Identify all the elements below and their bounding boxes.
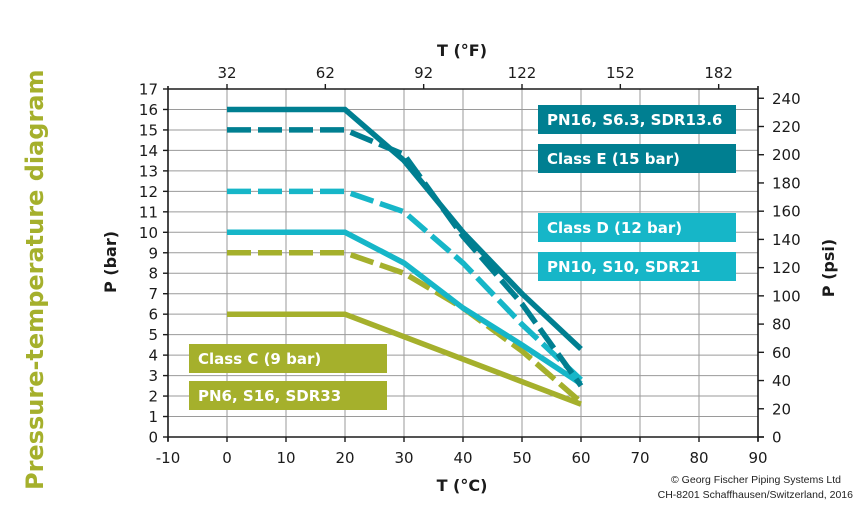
- y2-tick-label: 180: [772, 174, 801, 192]
- y-tick-label: 14: [139, 142, 158, 160]
- y-tick-label: 12: [139, 183, 158, 201]
- y-tick-label: 10: [139, 224, 158, 242]
- series-line-class-d-12-bar: [227, 188, 583, 382]
- x2-tick-label: 122: [508, 64, 537, 82]
- x-axis-title: T (°C): [437, 476, 488, 495]
- legend-swatch: [189, 344, 387, 373]
- x2-tick-label: 92: [414, 64, 433, 82]
- legend-swatch: [538, 105, 736, 134]
- y2-tick-label: 0: [772, 429, 782, 447]
- y-tick-label: 6: [148, 306, 158, 324]
- legend-swatch: [538, 213, 736, 242]
- x-tick-label: 40: [453, 449, 472, 467]
- x2-tick-label: 62: [316, 64, 335, 82]
- y-tick-label: 5: [148, 326, 158, 344]
- legend-label: Class D (12 bar): [547, 219, 682, 237]
- legend-item: PN10, S10, SDR21: [538, 252, 736, 281]
- y-tick-label: 0: [148, 429, 158, 447]
- y-tick-label: 16: [139, 101, 158, 119]
- y2-tick-label: 80: [772, 316, 791, 334]
- y2-tick-label: 200: [772, 146, 801, 164]
- legend-swatch: [538, 144, 736, 173]
- x2-tick-label: 152: [606, 64, 635, 82]
- x2-tick-label: 182: [704, 64, 733, 82]
- y2-axis-title: P (psi): [819, 239, 838, 297]
- series-line-pn16-s6-3-sdr13-6: [227, 106, 583, 352]
- y2-tick-label: 220: [772, 118, 801, 136]
- legend-item: PN6, S16, SDR33: [189, 381, 387, 410]
- axes: [163, 84, 764, 442]
- x-tick-label: 10: [276, 449, 295, 467]
- y-axis-title: P (bar): [101, 231, 120, 293]
- y-tick-label: 9: [148, 244, 158, 262]
- legend-label: PN6, S16, SDR33: [198, 387, 341, 405]
- legend-label: Class E (15 bar): [547, 150, 680, 168]
- x-tick-label: 90: [748, 449, 767, 467]
- legend-item: PN16, S6.3, SDR13.6: [538, 105, 736, 134]
- x-tick-label: -10: [156, 449, 181, 467]
- y2-tick-label: 140: [772, 231, 801, 249]
- legend-swatch: [538, 252, 736, 281]
- y-tick-label: 7: [148, 285, 158, 303]
- y-tick-label: 4: [148, 347, 158, 365]
- series-layer: [227, 106, 584, 407]
- x-tick-label: 0: [222, 449, 232, 467]
- y2-tick-label: 160: [772, 203, 801, 221]
- legend-item: Class D (12 bar): [538, 213, 736, 242]
- series-line-pn10-s10-sdr21: [227, 229, 583, 387]
- copyright-line-1: © Georg Fischer Piping Systems Ltd: [671, 474, 841, 486]
- legend-label: PN10, S10, SDR21: [547, 258, 701, 276]
- legend-swatch: [189, 381, 387, 410]
- legend-label: Class C (9 bar): [198, 350, 321, 368]
- tick-labels: -10 0 10 20 30 40 50 60 70 80 90012345678910111213…: [139, 64, 801, 467]
- series-line-pn6-s16-sdr33: [227, 311, 582, 407]
- y-tick-label: 17: [139, 81, 158, 99]
- x-tick-label: 60: [571, 449, 590, 467]
- x-tick-label: 70: [630, 449, 649, 467]
- legend: PN16, S6.3, SDR13.6 Class E (15 bar) Class…: [189, 105, 736, 410]
- legend-item: Class C (9 bar): [189, 344, 387, 373]
- x-tick-label: 30: [394, 449, 413, 467]
- y-tick-label: 13: [139, 162, 158, 180]
- x-tick-label: 80: [689, 449, 708, 467]
- y-tick-label: 2: [148, 388, 158, 406]
- legend-item: Class E (15 bar): [538, 144, 736, 173]
- x2-axis-title: T (°F): [437, 41, 487, 60]
- y2-tick-label: 40: [772, 372, 791, 390]
- y2-tick-label: 100: [772, 287, 801, 305]
- legend-label: PN16, S6.3, SDR13.6: [547, 111, 722, 129]
- side-title: Pressure-temperature diagram: [21, 69, 49, 490]
- y-tick-label: 11: [139, 203, 158, 221]
- y-tick-label: 1: [148, 408, 158, 426]
- x-tick-label: 20: [335, 449, 354, 467]
- y2-tick-label: 20: [772, 400, 791, 418]
- copyright-line-2: CH-8201 Schaffhausen/Switzerland, 2016: [658, 489, 854, 501]
- x-tick-label: 50: [512, 449, 531, 467]
- y2-tick-label: 120: [772, 259, 801, 277]
- series-line-class-c-9-bar: [227, 250, 583, 405]
- y-tick-label: 8: [148, 265, 158, 283]
- y2-tick-label: 60: [772, 344, 791, 362]
- y-tick-label: 15: [139, 121, 158, 139]
- y2-tick-label: 240: [772, 90, 801, 108]
- x2-tick-label: 32: [217, 64, 236, 82]
- y-tick-label: 3: [148, 367, 158, 385]
